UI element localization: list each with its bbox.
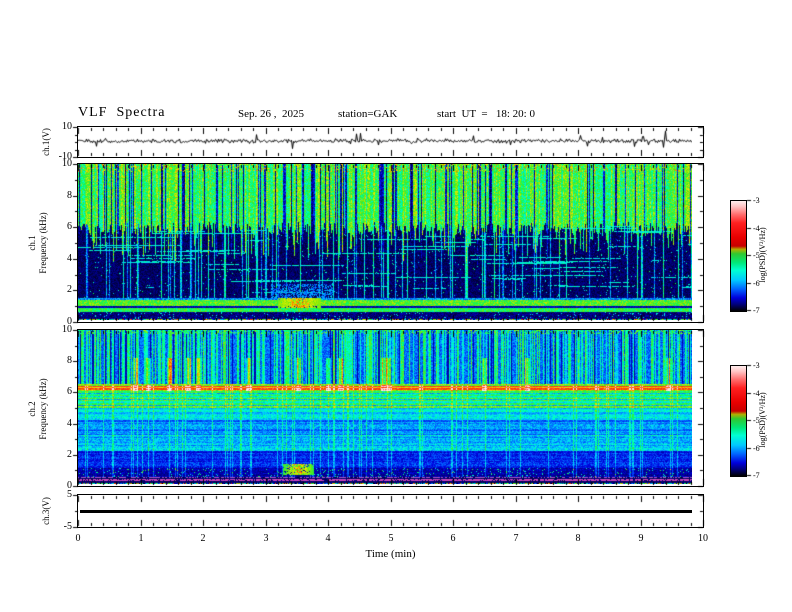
colorbar-tick-label: -6 [753,444,760,453]
ch2-spectrogram-canvas [78,330,692,484]
x-tick-label: 3 [263,533,269,544]
ch2-spectrogram-panel [77,329,704,487]
y-tick-label: 8 [67,355,72,366]
date-label: Sep. 26 , 2025 [238,108,304,120]
x-tick-label: 2 [200,533,206,544]
x-tick-label: 7 [513,533,519,544]
station-label: station=GAK [338,108,398,120]
ch1-spectrogram-ylabel: ch.1 Frequency (kHz) [27,212,48,274]
y-tick-label: 8 [67,190,72,201]
y-tick-label: 5 [67,489,72,500]
colorbar-tick-label: -7 [753,306,760,315]
y-tick-label: 2 [67,449,72,460]
page-title: VLF Spectra [78,105,166,120]
colorbar-tick-label: -4 [753,224,760,233]
ch1-colorbar [730,200,747,312]
y-tick-label: -5 [63,521,72,532]
ch1-voltage-panel [77,126,704,158]
y-tick-label: 0 [67,480,72,491]
ch1-spectrogram-panel [77,163,704,323]
colorbar-tick-label: -4 [753,389,760,398]
y-tick-label: -10 [58,151,72,162]
y-tick-label: 4 [67,253,72,264]
y-tick-label: 4 [67,418,72,429]
start-ut-label: start UT = 18: 20: 0 [437,108,535,120]
colorbar-tick-label: -6 [753,279,760,288]
colorbar-tick-label: -5 [753,251,760,260]
x-tick-label: 8 [575,533,581,544]
ch1-waveform-canvas [78,127,692,155]
y-tick-label: 10 [62,324,72,335]
y-tick-label: 0 [67,316,72,327]
colorbar-tick-label: -5 [753,416,760,425]
y-tick-label: 2 [67,284,72,295]
colorbar-tick-label: -7 [753,471,760,480]
x-tick-label: 9 [638,533,644,544]
y-tick-label: 10 [62,121,72,132]
x-tick-label: 10 [698,533,708,544]
ch1-spectrogram-canvas [78,164,692,320]
y-tick-label: 6 [67,386,72,397]
x-tick-label: 6 [450,533,456,544]
ch2-spectrogram-ylabel: ch.2 Frequency (kHz) [27,378,48,440]
time-axis-label: Time (min) [365,548,416,560]
x-tick-label: 0 [75,533,81,544]
y-tick-label: 10 [62,158,72,169]
ch3-zero-trace [80,510,692,513]
colorbar-tick-label: -3 [753,196,760,205]
ch3-voltage-panel [77,494,704,528]
ch2-colorbar [730,365,747,477]
y-tick-label: 6 [67,221,72,232]
x-tick-label: 1 [138,533,144,544]
x-tick-label: 5 [388,533,394,544]
colorbar-tick-label: -3 [753,361,760,370]
x-tick-label: 4 [325,533,331,544]
